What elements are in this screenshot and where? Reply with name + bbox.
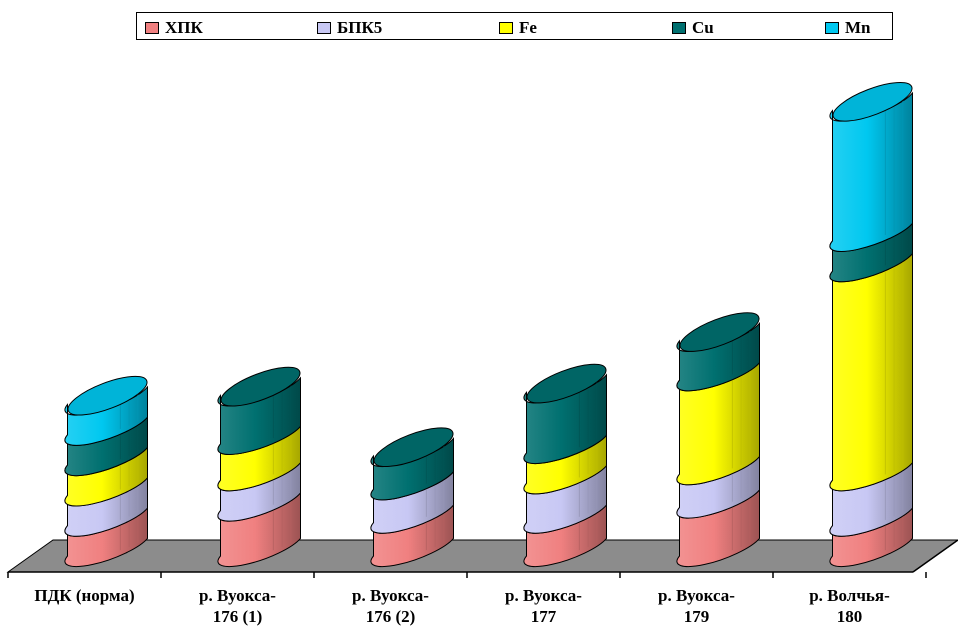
legend-label: БПК5 — [337, 18, 383, 37]
bar-stack — [829, 81, 913, 568]
legend-item: ХПК — [145, 18, 203, 38]
bar-top-cap — [526, 363, 607, 404]
bar-stack — [217, 366, 301, 568]
x-tick-label: р. Вуокса- 176 (1) — [199, 586, 276, 626]
bar-segment — [829, 252, 913, 492]
bar-stack — [523, 363, 607, 568]
category-axis — [7, 539, 958, 578]
legend-item: БПК5 — [317, 18, 382, 38]
bar-top-cap — [832, 81, 913, 122]
legend-swatch — [145, 22, 159, 34]
bar-top-cap — [67, 375, 148, 416]
x-tick-label: р. Вуокса- 179 — [658, 586, 735, 626]
floor-plane — [6, 539, 958, 573]
x-axis-depth-line — [912, 539, 958, 573]
bar-body — [829, 252, 913, 492]
x-tick-label: р. Вуокса- 177 — [505, 586, 582, 626]
bar-stack — [676, 312, 760, 568]
bar-segment — [829, 81, 913, 252]
legend-item: Cu — [672, 18, 714, 38]
bar-top-cap — [373, 427, 454, 468]
legend-swatch — [672, 22, 686, 34]
x-tick-label: р. Вуокса- 176 (2) — [352, 586, 429, 626]
legend-swatch — [499, 22, 513, 34]
bar-stack — [64, 375, 148, 568]
legend-item: Fe — [499, 18, 537, 38]
legend-label: Mn — [845, 18, 871, 37]
bar-segment — [523, 363, 607, 465]
bars — [64, 81, 913, 568]
chart-floor — [6, 539, 958, 573]
x-tick-label: ПДК (норма) — [34, 586, 135, 605]
legend: ХПК БПК5 Fe Cu Mn — [136, 12, 893, 40]
legend-label: Fe — [519, 18, 537, 37]
bar-top-cap — [220, 366, 301, 407]
bar-segment — [370, 427, 454, 501]
bar-body — [829, 91, 913, 252]
bar-segment — [676, 361, 760, 486]
legend-label: Cu — [692, 18, 714, 37]
bar-body — [676, 321, 760, 392]
bar-body — [523, 373, 607, 465]
bar-body — [217, 376, 301, 455]
bar-top-cap — [679, 312, 760, 352]
legend-item: Mn — [825, 18, 871, 38]
bar-segment — [217, 366, 301, 455]
x-tick-label: р. Волчья- 180 — [809, 586, 890, 626]
legend-swatch — [825, 22, 839, 34]
bar-segment — [676, 312, 760, 392]
legend-label: ХПК — [165, 18, 203, 37]
bar-body — [370, 437, 454, 501]
bar-segment — [64, 375, 148, 446]
legend-swatch — [317, 22, 331, 34]
bar-stack — [370, 427, 454, 568]
